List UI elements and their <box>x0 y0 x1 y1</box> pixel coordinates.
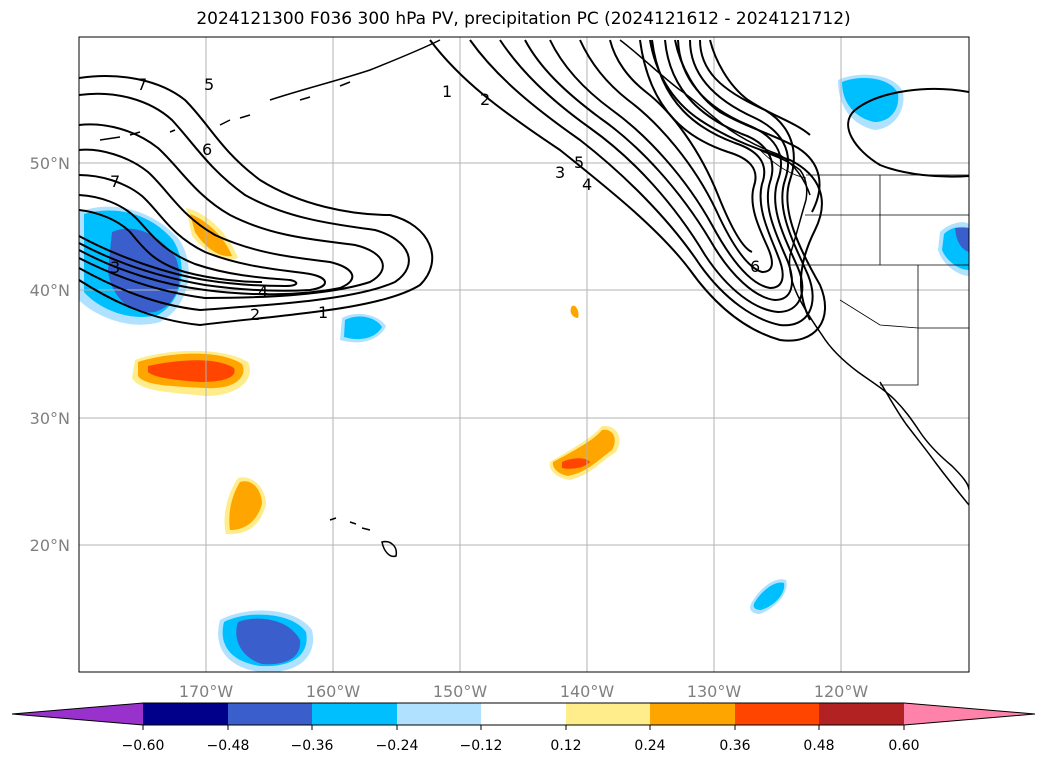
colorbar-segment <box>312 703 397 725</box>
colorbar-tick-label: 0.12 <box>550 738 581 754</box>
lat-label: 40°N <box>30 281 70 300</box>
pv-contour-line <box>579 39 773 274</box>
pv-contour-labels: 1 2 3 4 5 6 7 7 1 2 3 4 5 6 <box>110 75 760 324</box>
colorbar-tick-label: −0.24 <box>376 738 419 754</box>
pv-contour-label: 3 <box>555 163 565 182</box>
pv-contour-label: 6 <box>750 257 760 276</box>
colorbar-segment <box>228 703 312 725</box>
colorbar-tick-label: −0.12 <box>460 738 503 754</box>
map-title: 2024121300 F036 300 hPa PV, precipitatio… <box>196 9 851 29</box>
pv-contour-label: 2 <box>250 305 260 324</box>
colorbar-segment <box>143 703 228 725</box>
lat-label: 20°N <box>30 536 70 555</box>
colorbar-extend-high <box>904 703 1035 725</box>
coastline-hawaii <box>329 517 398 558</box>
pv-contour-line <box>847 88 969 178</box>
pv-contour-line <box>674 39 821 213</box>
pv-contour-label: 4 <box>258 282 268 301</box>
political-borders <box>759 149 969 386</box>
pv-contours <box>79 39 969 342</box>
pv-contour-label: 1 <box>442 82 452 101</box>
precip-area-negative <box>344 316 382 340</box>
colorbar-tick-label: −0.36 <box>291 738 334 754</box>
lat-label: 50°N <box>30 154 70 173</box>
pv-contour-label: 1 <box>318 303 328 322</box>
colorbar-ticks <box>142 725 905 730</box>
colorbar: −0.60 −0.48 −0.36 −0.24 −0.12 0.12 0.24 … <box>11 702 1036 754</box>
colorbar-extend-low <box>12 703 143 725</box>
coastline-baja <box>879 381 969 506</box>
precip-area-positive <box>570 305 579 318</box>
lon-label: 130°W <box>687 682 742 701</box>
pv-contour-line <box>79 123 384 300</box>
pv-contour-line <box>79 75 434 327</box>
pv-contour-line <box>79 209 263 283</box>
lon-label: 170°W <box>179 682 234 701</box>
plot-frame <box>78 36 970 673</box>
colorbar-tick-label: 0.24 <box>634 738 665 754</box>
lon-label: 140°W <box>560 682 615 701</box>
pv-contour-line <box>549 39 784 290</box>
colorbar-segment <box>735 703 819 725</box>
precip-area-strong-positive <box>148 360 235 382</box>
pv-contour-label: 5 <box>204 75 214 94</box>
longitude-labels: 170°W 160°W 150°W 140°W 130°W 120°W <box>179 682 869 701</box>
colorbar-tick-label: 0.48 <box>803 738 834 754</box>
lon-label: 150°W <box>433 682 488 701</box>
colorbar-segment <box>481 703 566 725</box>
pv-contour-line <box>79 148 354 296</box>
lon-label: 160°W <box>306 682 361 701</box>
colorbar-segment <box>566 703 650 725</box>
pv-contour-line <box>79 92 410 312</box>
pv-contour-line <box>429 39 826 342</box>
colorbar-tick-label: 0.60 <box>888 738 919 754</box>
colorbar-segment <box>397 703 481 725</box>
colorbar-tick-label: −0.48 <box>207 738 250 754</box>
pv-contour-line <box>79 194 298 288</box>
latitude-labels: 50°N 40°N 30°N 20°N <box>30 154 70 555</box>
lat-label: 30°N <box>30 409 70 428</box>
pv-contour-line <box>524 39 793 302</box>
pv-contour-line <box>649 39 823 321</box>
colorbar-segment <box>819 703 904 725</box>
pv-contour-label: 6 <box>202 140 212 159</box>
pv-contour-label: 4 <box>582 175 592 194</box>
pv-contour-label: 3 <box>110 258 120 277</box>
pv-contour-label: 7 <box>110 172 120 191</box>
precip-area-positive <box>229 481 262 530</box>
pv-contour-line <box>79 174 326 292</box>
pv-contour-label: 2 <box>480 90 490 109</box>
pv-contour-line <box>469 39 814 327</box>
colorbar-segment <box>650 703 735 725</box>
border-alaska-canada <box>759 149 807 179</box>
lon-label: 120°W <box>814 682 869 701</box>
precip-area-strong-negative <box>955 228 969 252</box>
colorbar-tick-label: −0.60 <box>122 738 165 754</box>
pv-contour-line <box>709 39 811 136</box>
precip-area-strong-negative <box>236 618 301 665</box>
pv-contour-line <box>609 39 753 253</box>
pv-contour-label: 7 <box>137 75 147 94</box>
pv-contour-label: 5 <box>574 153 584 172</box>
precip-area-negative <box>753 582 785 610</box>
border-states <box>790 175 969 386</box>
precip-area-strong-positive <box>562 458 590 469</box>
gridlines <box>79 37 969 672</box>
colorbar-tick-label: 0.36 <box>719 738 750 754</box>
